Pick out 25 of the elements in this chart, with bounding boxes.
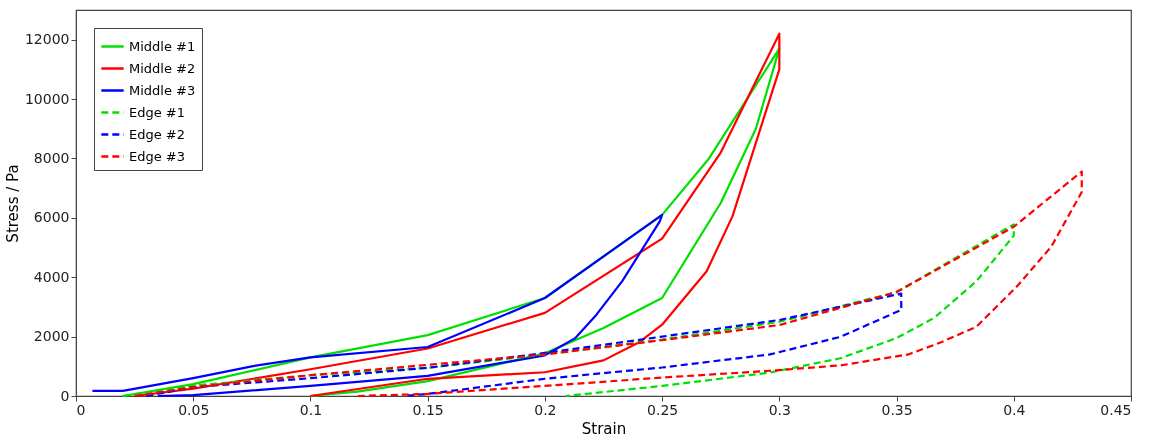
x-tick-label: 0.45 — [1100, 401, 1132, 418]
x-tick-label: 0.05 — [178, 401, 210, 418]
y-tick-label: 10000 — [24, 90, 70, 107]
y-tick-label: 4000 — [33, 268, 70, 285]
y-tick-label: 2000 — [33, 328, 70, 345]
y-tick-label: 8000 — [33, 149, 70, 166]
legend-label: Middle #2 — [129, 60, 196, 76]
x-tick-label: 0.35 — [881, 401, 913, 418]
legend-label: Middle #3 — [129, 82, 196, 98]
legend-label: Edge #2 — [129, 126, 186, 142]
y-tick-label: 6000 — [33, 209, 70, 226]
x-tick-label: 0.4 — [1003, 401, 1026, 418]
x-tick-label: 0.25 — [647, 401, 679, 418]
legend-label: Edge #3 — [129, 148, 186, 164]
legend-label: Edge #1 — [129, 104, 186, 120]
x-tick-label: 0.3 — [768, 401, 791, 418]
x-tick-label: 0.15 — [412, 401, 444, 418]
legend-label: Middle #1 — [129, 38, 196, 54]
x-tick-label: 0.2 — [534, 401, 557, 418]
x-tick-label: 0.1 — [299, 401, 323, 418]
y-tick-label: 12000 — [24, 31, 70, 48]
x-tick-label: 0 — [76, 401, 86, 418]
y-axis-title: Stress / Pa — [3, 164, 22, 243]
x-axis-title: Strain — [581, 419, 627, 438]
y-tick-label: 0 — [60, 387, 70, 404]
